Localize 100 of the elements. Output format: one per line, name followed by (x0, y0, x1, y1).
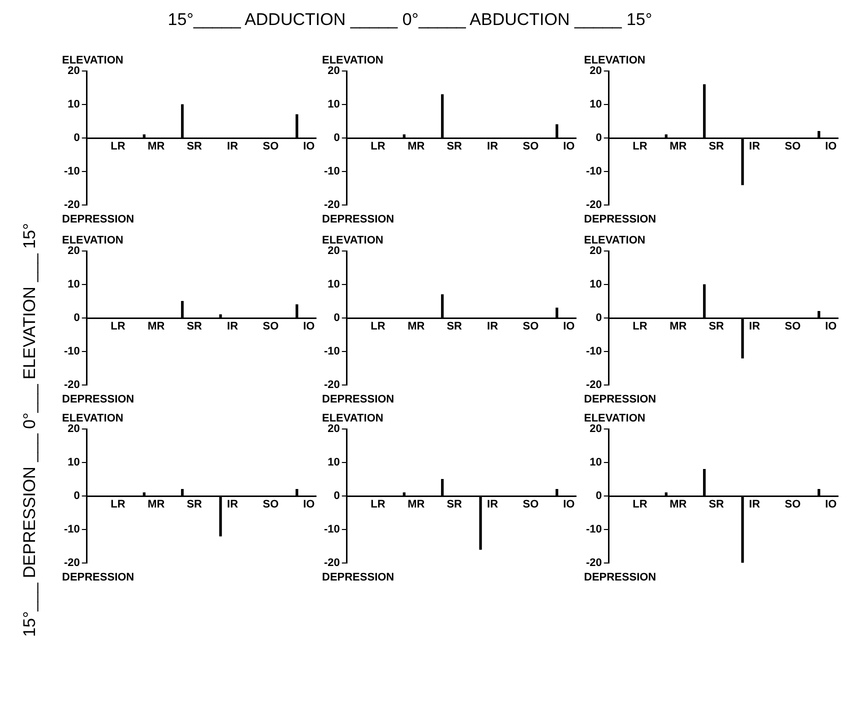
x-tick-label: SR (446, 140, 462, 153)
y-tick-label: 0 (74, 132, 80, 144)
x-tick-label: IR (487, 498, 498, 511)
x-tick-label: MR (670, 320, 687, 333)
x-tick-label: LR (632, 320, 648, 333)
x-tick-label: SR (708, 498, 724, 511)
x-tick-label: IR (749, 320, 760, 333)
x-tick-label: IR (487, 140, 498, 153)
x-tick-label: MR (408, 140, 425, 153)
y-tick-label: 20 (68, 65, 80, 78)
x-tick-label: IO (825, 140, 838, 153)
x-tick-label: SR (186, 320, 202, 333)
y-tick-label: 10 (328, 98, 340, 111)
y-tick-label: 10 (328, 278, 340, 291)
y-tick-label: -20 (586, 198, 602, 211)
y-tick-label: 20 (590, 245, 602, 258)
y-tick-label: 20 (590, 65, 602, 78)
y-tick-label: 20 (328, 65, 340, 78)
x-tick-label: IR (749, 498, 760, 511)
x-tick-label: SO (522, 498, 540, 511)
y-tick-label: 10 (68, 278, 80, 291)
x-tick-label: IR (749, 140, 760, 153)
chart-title: ELEVATION (62, 54, 124, 67)
y-tick-label: 0 (74, 490, 80, 502)
x-tick-label: LR (110, 140, 126, 153)
x-tick-label: IO (825, 498, 838, 511)
x-tick-label: MR (148, 498, 165, 511)
x-tick-label: IO (563, 140, 576, 153)
text: 15°_____ ADDUCTION _____ 0°_____ ABDUCTION _____ 15° (166, 10, 654, 30)
x-axis-title: DEPRESSION (584, 393, 656, 406)
x-tick-label: IO (303, 498, 316, 511)
y-tick-label: 20 (590, 423, 602, 436)
x-tick-label: SR (446, 498, 462, 511)
y-tick-label: 0 (334, 490, 340, 502)
x-tick-label: LR (110, 320, 126, 333)
y-tick-label: 10 (590, 456, 602, 469)
x-tick-label: SR (186, 140, 202, 153)
y-tick-label: 10 (328, 456, 340, 469)
y-tick-label: -20 (324, 556, 340, 569)
x-tick-label: LR (110, 498, 126, 511)
x-axis-title: DEPRESSION (62, 571, 134, 584)
x-axis-title: DEPRESSION (322, 393, 394, 406)
y-tick-label: -20 (64, 556, 80, 569)
y-tick-label: 10 (590, 98, 602, 111)
y-tick-label: -10 (324, 523, 340, 536)
x-tick-label: SO (262, 140, 280, 153)
y-tick-label: 0 (334, 132, 340, 144)
x-tick-label: SR (708, 140, 724, 153)
chart-title: ELEVATION (322, 54, 384, 67)
x-axis-title: DEPRESSION (62, 213, 134, 226)
y-tick-label: 0 (74, 312, 80, 324)
y-tick-label: -10 (586, 523, 602, 536)
x-tick-label: SO (262, 320, 280, 333)
y-tick-label: -10 (586, 165, 602, 178)
x-tick-label: SR (186, 498, 202, 511)
y-tick-label: -10 (324, 165, 340, 178)
x-tick-label: SO (522, 140, 540, 153)
x-axis-title: DEPRESSION (322, 571, 394, 584)
x-tick-label: SO (784, 498, 802, 511)
x-tick-label: IR (227, 320, 238, 333)
y-tick-label: 0 (596, 490, 602, 502)
chart-title: ELEVATION (584, 412, 646, 425)
chart-title: ELEVATION (322, 412, 384, 425)
y-tick-label: -10 (324, 345, 340, 358)
y-tick-label: 20 (68, 423, 80, 436)
x-tick-label: LR (370, 320, 386, 333)
y-tick-label: -20 (586, 378, 602, 391)
y-tick-label: -20 (64, 378, 80, 391)
y-tick-label: -10 (64, 523, 80, 536)
x-tick-label: SO (262, 498, 280, 511)
y-tick-label: 10 (68, 456, 80, 469)
x-tick-label: MR (148, 320, 165, 333)
y-tick-label: -20 (586, 556, 602, 569)
y-tick-label: 0 (334, 312, 340, 324)
x-tick-label: SO (784, 140, 802, 153)
x-tick-label: LR (370, 140, 386, 153)
x-tick-label: IO (563, 498, 576, 511)
y-tick-label: -10 (64, 165, 80, 178)
x-axis-title: DEPRESSION (584, 213, 656, 226)
x-tick-label: IO (303, 320, 316, 333)
x-tick-label: IO (303, 140, 316, 153)
x-tick-label: MR (408, 320, 425, 333)
y-tick-label: 20 (68, 245, 80, 258)
x-tick-label: IR (227, 498, 238, 511)
y-tick-label: 20 (328, 245, 340, 258)
y-tick-label: -20 (324, 198, 340, 211)
x-tick-label: IR (487, 320, 498, 333)
x-tick-label: SR (446, 320, 462, 333)
x-tick-label: MR (148, 140, 165, 153)
y-tick-label: 0 (596, 132, 602, 144)
chart-title: ELEVATION (62, 234, 124, 247)
y-tick-label: -10 (64, 345, 80, 358)
x-tick-label: MR (408, 498, 425, 511)
y-tick-label: 0 (596, 312, 602, 324)
x-tick-label: IO (825, 320, 838, 333)
x-tick-label: LR (370, 498, 386, 511)
y-tick-label: 10 (590, 278, 602, 291)
x-tick-label: IO (563, 320, 576, 333)
x-axis-title: DEPRESSION (322, 213, 394, 226)
x-axis-title: DEPRESSION (62, 393, 134, 406)
